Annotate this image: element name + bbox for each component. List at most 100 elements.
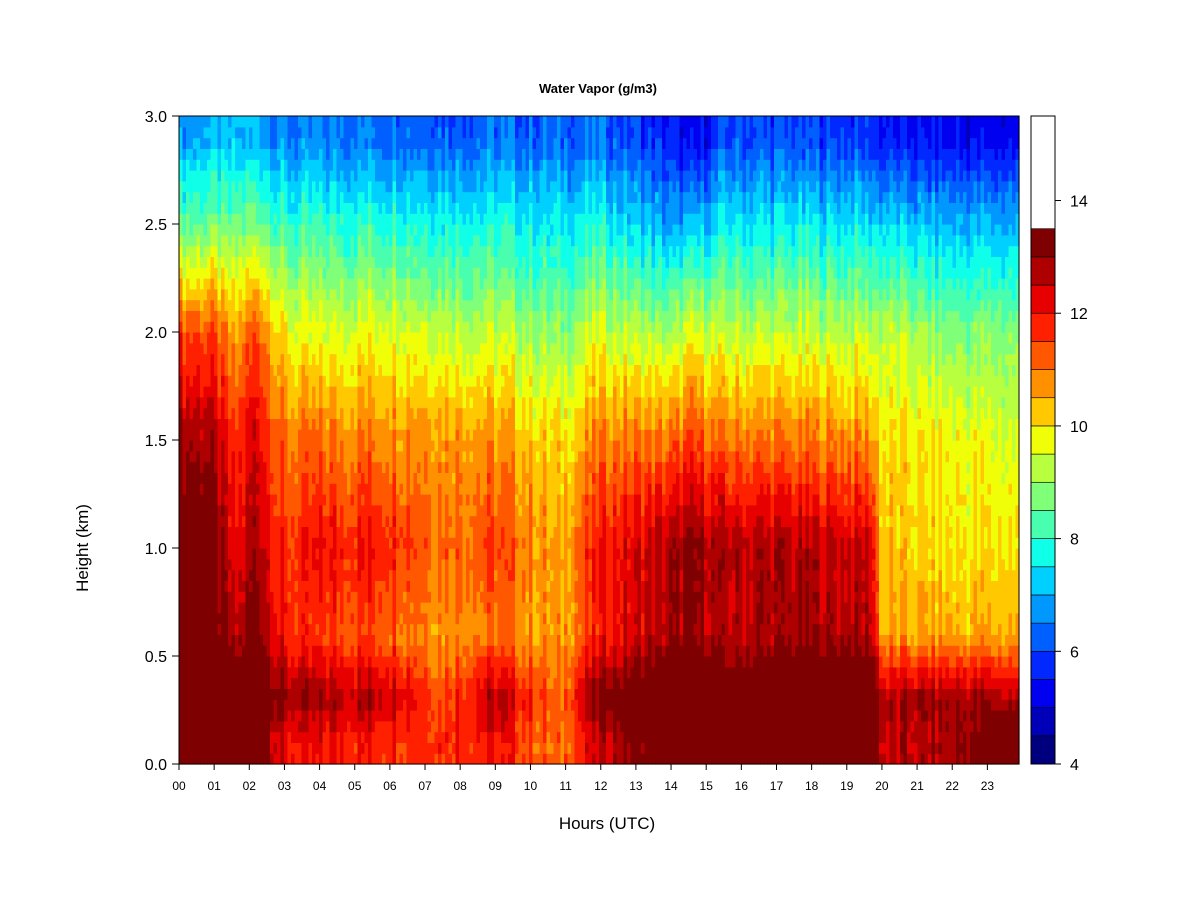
heatmap-cell [186, 753, 191, 765]
heatmap-cell [403, 710, 408, 722]
heatmap-cell [203, 666, 208, 679]
heatmap-cell [214, 353, 219, 365]
heatmap-cell [361, 191, 366, 203]
heatmap-cell [392, 137, 397, 149]
heatmap-cell [291, 677, 296, 689]
heatmap-cell [182, 159, 187, 171]
heatmap-cell [193, 548, 198, 560]
heatmap-cell [287, 494, 292, 506]
heatmap-cell [438, 386, 443, 398]
heatmap-cell [217, 688, 222, 700]
heatmap-cell [420, 148, 425, 160]
heatmap-cell [452, 170, 457, 182]
heatmap-cell [249, 591, 254, 603]
heatmap-cell [193, 656, 198, 668]
heatmap-cell [382, 483, 387, 495]
heatmap-cell [182, 461, 187, 473]
heatmap-cell [312, 180, 317, 193]
heatmap-cell [452, 558, 457, 571]
heatmap-cell [207, 396, 212, 409]
heatmap-cell [315, 591, 320, 603]
heatmap-cell [193, 278, 198, 290]
heatmap-cell [420, 461, 425, 473]
heatmap-cell [382, 461, 387, 473]
heatmap-cell [322, 688, 327, 700]
heatmap-cell [375, 623, 380, 635]
heatmap-cell [319, 666, 324, 679]
heatmap-cell [403, 353, 408, 365]
heatmap-cell [438, 256, 443, 268]
heatmap-cell [231, 332, 236, 344]
heatmap-cell [434, 353, 439, 365]
heatmap-cell [193, 591, 198, 603]
heatmap-cell [284, 213, 289, 225]
heatmap-cell [221, 429, 226, 441]
heatmap-cell [417, 461, 422, 473]
heatmap-cell [392, 753, 397, 765]
heatmap-cell [203, 710, 208, 722]
heatmap-cell [315, 634, 320, 646]
heatmap-cell [396, 526, 401, 538]
heatmap-cell [389, 440, 394, 452]
heatmap-cell [340, 234, 345, 247]
heatmap-cell [420, 396, 425, 409]
heatmap-cell [406, 234, 411, 247]
heatmap-cell [424, 213, 429, 225]
heatmap-cell [375, 645, 380, 657]
heatmap-cell [242, 353, 247, 365]
heatmap-cell [196, 353, 201, 365]
heatmap-cell [354, 418, 359, 430]
heatmap-cell [228, 537, 233, 549]
heatmap-cell [399, 116, 404, 128]
heatmap-cell [448, 634, 453, 646]
heatmap-cell [266, 418, 271, 430]
heatmap-cell [396, 137, 401, 149]
heatmap-cell [431, 170, 436, 182]
heatmap-cell [368, 483, 373, 495]
heatmap-cell [392, 299, 397, 311]
heatmap-cell [361, 634, 366, 646]
heatmap-cell [431, 278, 436, 290]
heatmap-cell [413, 699, 418, 711]
heatmap-cell [371, 213, 376, 225]
heatmap-cell [431, 364, 436, 376]
heatmap-cell [186, 526, 191, 538]
heatmap-cell [441, 353, 446, 365]
heatmap-cell [403, 159, 408, 171]
heatmap-cell [263, 288, 268, 301]
heatmap-cell [375, 494, 380, 506]
heatmap-cell [340, 580, 345, 592]
heatmap-cell [462, 191, 467, 203]
heatmap-cell [186, 634, 191, 646]
heatmap-cell [322, 483, 327, 495]
heatmap-cell [200, 548, 205, 560]
heatmap-cell [301, 666, 306, 679]
heatmap-cell [259, 332, 264, 344]
heatmap-cell [319, 612, 324, 625]
heatmap-cell [196, 483, 201, 495]
heatmap-cell [305, 569, 310, 581]
heatmap-cell [193, 710, 198, 722]
heatmap-cell [249, 234, 254, 247]
heatmap-cell [434, 375, 439, 387]
heatmap-cell [319, 710, 324, 722]
heatmap-cell [182, 375, 187, 387]
heatmap-cell [200, 515, 205, 527]
heatmap-cell [357, 591, 362, 603]
heatmap-cell [417, 569, 422, 581]
heatmap-cell [326, 310, 331, 322]
heatmap-cell [399, 591, 404, 603]
heatmap-cell [207, 569, 212, 581]
heatmap-cell [375, 213, 380, 225]
heatmap-cell [333, 364, 338, 376]
heatmap-cell [207, 159, 212, 171]
heatmap-cell [445, 137, 450, 149]
heatmap-cell [249, 515, 254, 527]
heatmap-cell [413, 450, 418, 463]
heatmap-cell [214, 472, 219, 484]
heatmap-cell [287, 623, 292, 635]
heatmap-cell [228, 202, 233, 214]
heatmap-cell [214, 731, 219, 743]
heatmap-cell [445, 375, 450, 387]
heatmap-cell [214, 569, 219, 581]
